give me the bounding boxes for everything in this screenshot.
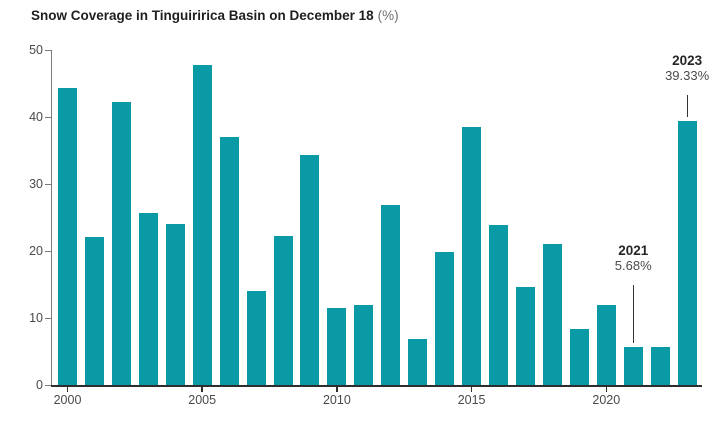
annotation-value-label: 5.68% [614, 258, 652, 273]
bar-2011 [354, 305, 374, 385]
y-axis-tick-label: 10 [29, 311, 43, 325]
bar-2004 [165, 224, 185, 385]
bar-2016 [489, 224, 509, 385]
annotation-value-label: 39.33% [665, 68, 710, 83]
y-axis-tick-label: 20 [29, 244, 43, 258]
bar-2020 [596, 304, 616, 385]
y-axis-tick-label: 50 [29, 43, 43, 57]
annotation-2021: 2021 5.68% [588, 243, 678, 273]
bar-2007 [246, 290, 266, 385]
x-axis-tick [605, 387, 608, 392]
annotation-year-label: 2023 [672, 53, 703, 68]
x-axis-tick [470, 387, 473, 392]
x-axis-tick-label: 2000 [53, 393, 82, 407]
x-axis-tick-label: 2020 [592, 393, 621, 407]
annotation-year-label: 2021 [618, 243, 649, 258]
bar-2003 [138, 213, 158, 385]
chart-title-unit: (%) [377, 8, 399, 23]
y-axis-tick [44, 183, 51, 185]
bar-2017 [515, 287, 535, 385]
bar-2005 [192, 64, 212, 385]
bar-2009 [300, 154, 320, 385]
chart-title-text: Snow Coverage in Tinguiririca Basin on D… [31, 8, 374, 23]
bar-2000 [58, 88, 77, 385]
bar-2012 [381, 205, 401, 385]
x-axis-tick [336, 387, 338, 392]
x-axis-tick [66, 387, 69, 392]
y-axis-tick [44, 384, 51, 386]
bar-2021 [623, 346, 643, 385]
bar-2013 [408, 338, 428, 385]
y-axis-tick-label: 40 [29, 110, 43, 124]
y-axis-tick [44, 317, 51, 319]
y-axis-tick [44, 250, 51, 252]
y-axis-tick [44, 49, 51, 51]
bar-2010 [327, 307, 347, 385]
chart-title: Snow Coverage in Tinguiririca Basin on D… [31, 7, 399, 25]
bar-2001 [84, 236, 104, 385]
y-axis-tick-label: 30 [29, 177, 43, 191]
bar-2022 [650, 347, 670, 385]
x-axis-tick-label: 2015 [457, 393, 486, 407]
x-axis-tick-label: 2010 [322, 393, 351, 407]
bar-2015 [462, 127, 482, 385]
bar-2018 [542, 244, 562, 385]
bar-2019 [569, 328, 589, 385]
bar-2014 [435, 251, 455, 385]
annotation-leader-line [687, 95, 689, 118]
y-axis-tick [44, 116, 51, 118]
bar-2002 [111, 101, 131, 385]
bar-2006 [219, 137, 239, 385]
annotation-2023: 2023 39.33% [642, 53, 720, 83]
bar-2023 [677, 121, 697, 385]
x-axis-line [50, 385, 702, 387]
bar-2008 [273, 235, 293, 385]
y-axis-line [50, 50, 52, 385]
annotation-leader-line [633, 285, 635, 343]
y-axis-tick-label: 0 [36, 378, 43, 392]
x-axis-tick [201, 387, 203, 392]
x-axis-tick-label: 2005 [188, 393, 217, 407]
